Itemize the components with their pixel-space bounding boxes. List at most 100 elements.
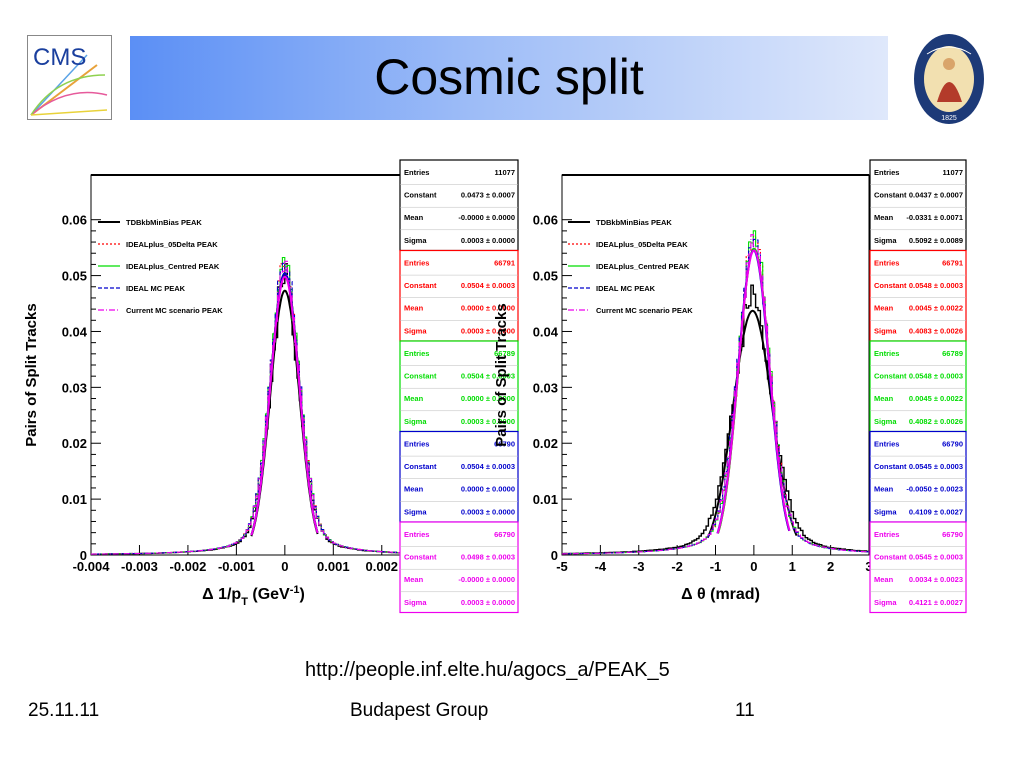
x-axis-label-part: (GeV — [248, 586, 290, 603]
cms-logo-text: CMS — [33, 44, 86, 71]
page-title: Cosmic split — [374, 49, 644, 105]
x-tick-label: -0.002 — [169, 559, 206, 574]
legend-entry: IDEALplus_Centred PEAK — [126, 262, 220, 271]
x-axis-label-part: Δ θ (mrad) — [681, 586, 760, 603]
stats-key: Entries — [404, 259, 429, 268]
y-tick-label: 0.03 — [62, 380, 87, 395]
stats-key: Entries — [874, 440, 899, 449]
stats-value: 66790 — [494, 440, 515, 449]
y-axis-label: Pairs of Split Tracks — [23, 303, 40, 446]
legend-entry: IDEALplus_05Delta PEAK — [596, 240, 688, 249]
stats-value: 0.5092 ± 0.0089 — [909, 236, 963, 245]
stats-value: 0.0003 ± 0.0000 — [461, 326, 515, 335]
stats-box — [399, 340, 519, 433]
stats-key: Mean — [404, 575, 424, 584]
stats-key: Mean — [404, 213, 424, 222]
page-number: 11 — [735, 700, 755, 721]
stats-value: 66789 — [494, 349, 515, 358]
stats-key: Entries — [874, 349, 899, 358]
x-tick-label: 0.002 — [365, 559, 398, 574]
stats-value: 0.0504 ± 0.0003 — [461, 372, 515, 381]
stats-value: 0.0045 ± 0.0022 — [909, 394, 963, 403]
stats-key: Sigma — [874, 598, 897, 607]
x-tick-label: -3 — [633, 559, 645, 574]
stats-value: 0.0473 ± 0.0007 — [461, 191, 515, 200]
seal-year: 1825 — [941, 115, 957, 122]
legend-entry: Current MC scenario PEAK — [596, 306, 693, 315]
stats-key: Sigma — [404, 326, 427, 335]
y-tick-label: 0.04 — [533, 324, 559, 339]
x-tick-label: 2 — [827, 559, 834, 574]
x-axis-label-part: T — [241, 596, 248, 608]
chart-delta-inv-pt-svg: 0 0.01 0.02 0.03 0.04 0.05 0.06 -0.004 -0.003 -0.… — [23, 159, 519, 614]
stats-key: Mean — [874, 394, 894, 403]
stats-box — [869, 430, 967, 523]
legend-entry: Current MC scenario PEAK — [126, 306, 223, 315]
stats-value: 0.0003 ± 0.0000 — [461, 417, 515, 426]
x-tick-label: 0 — [750, 559, 757, 574]
stats-value: 0.0000 ± 0.0000 — [461, 394, 515, 403]
x-axis-label-part: ) — [300, 586, 305, 603]
stats-key: Constant — [874, 462, 907, 471]
y-tick-label: 0.03 — [533, 380, 558, 395]
stats-value: 0.4121 ± 0.0027 — [909, 598, 963, 607]
series-fit-line — [716, 249, 791, 534]
legend-entry: TDBkbMinBias PEAK — [126, 218, 202, 227]
stats-key: Sigma — [874, 236, 897, 245]
stats-key: Mean — [404, 485, 424, 494]
stats-key: Mean — [874, 575, 894, 584]
stats-key: Sigma — [404, 236, 427, 245]
academy-seal: 1825 — [912, 32, 986, 126]
stats-value: 0.4082 ± 0.0026 — [909, 417, 963, 426]
x-axis-label: Δ 1/pT (GeV-1) — [202, 584, 305, 608]
stats-key: Entries — [874, 259, 899, 268]
stats-key: Constant — [404, 281, 437, 290]
stats-key: Sigma — [874, 507, 897, 516]
series-histogram — [562, 234, 869, 555]
stats-box — [869, 159, 967, 252]
series-fit-line — [250, 275, 319, 536]
y-tick-label: 0.05 — [533, 269, 558, 284]
stats-value: 11077 — [943, 168, 963, 177]
y-tick-label: 0.04 — [62, 324, 88, 339]
plot-frame — [90, 174, 407, 556]
stats-key: Sigma — [404, 598, 427, 607]
y-tick-label: 0.02 — [533, 436, 558, 451]
stats-key: Entries — [404, 168, 429, 177]
legend-entry: IDEALplus_Centred PEAK — [596, 262, 690, 271]
stats-key: Mean — [874, 213, 894, 222]
x-axis-label-part: Δ 1/p — [202, 586, 241, 603]
stats-value: 0.0498 ± 0.0003 — [461, 553, 515, 562]
plot-frame — [561, 174, 870, 556]
stats-value: 66791 — [494, 259, 515, 268]
stats-box — [869, 521, 967, 614]
chart-delta-inv-pt: 0 0.01 0.02 0.03 0.04 0.05 0.06 -0.004 -0.003 -0.… — [18, 150, 523, 620]
stats-value: -0.0050 ± 0.0023 — [906, 485, 963, 494]
stats-key: Entries — [404, 349, 429, 358]
y-tick-label: 0 — [551, 548, 558, 563]
stats-value: 0.0545 ± 0.0003 — [909, 462, 963, 471]
stats-key: Constant — [874, 372, 907, 381]
stats-value: 0.0504 ± 0.0003 — [461, 281, 515, 290]
stats-key: Constant — [404, 462, 437, 471]
stats-value: 0.0504 ± 0.0003 — [461, 462, 515, 471]
y-tick-label: 0.06 — [62, 213, 87, 228]
x-tick-label: -4 — [595, 559, 607, 574]
stats-key: Constant — [874, 553, 907, 562]
x-tick-label: 1 — [789, 559, 796, 574]
y-tick-label: 0.06 — [533, 213, 558, 228]
stats-value: 66791 — [942, 259, 963, 268]
stats-box — [399, 430, 519, 523]
stats-key: Mean — [404, 304, 424, 313]
cms-logo-icon: CMS — [27, 35, 112, 120]
y-axis-label: Pairs of Split Tracks — [493, 303, 510, 446]
x-axis-label: Δ θ (mrad) — [681, 586, 760, 603]
x-axis-label-part: -1 — [290, 584, 300, 596]
y-tick-label: 0.02 — [62, 436, 87, 451]
stats-value: 0.4083 ± 0.0026 — [909, 326, 963, 335]
stats-value: 66789 — [942, 349, 963, 358]
stats-key: Constant — [874, 281, 907, 290]
stats-value: 0.0003 ± 0.0000 — [461, 507, 515, 516]
stats-key: Sigma — [874, 326, 897, 335]
x-tick-label: -0.003 — [121, 559, 158, 574]
